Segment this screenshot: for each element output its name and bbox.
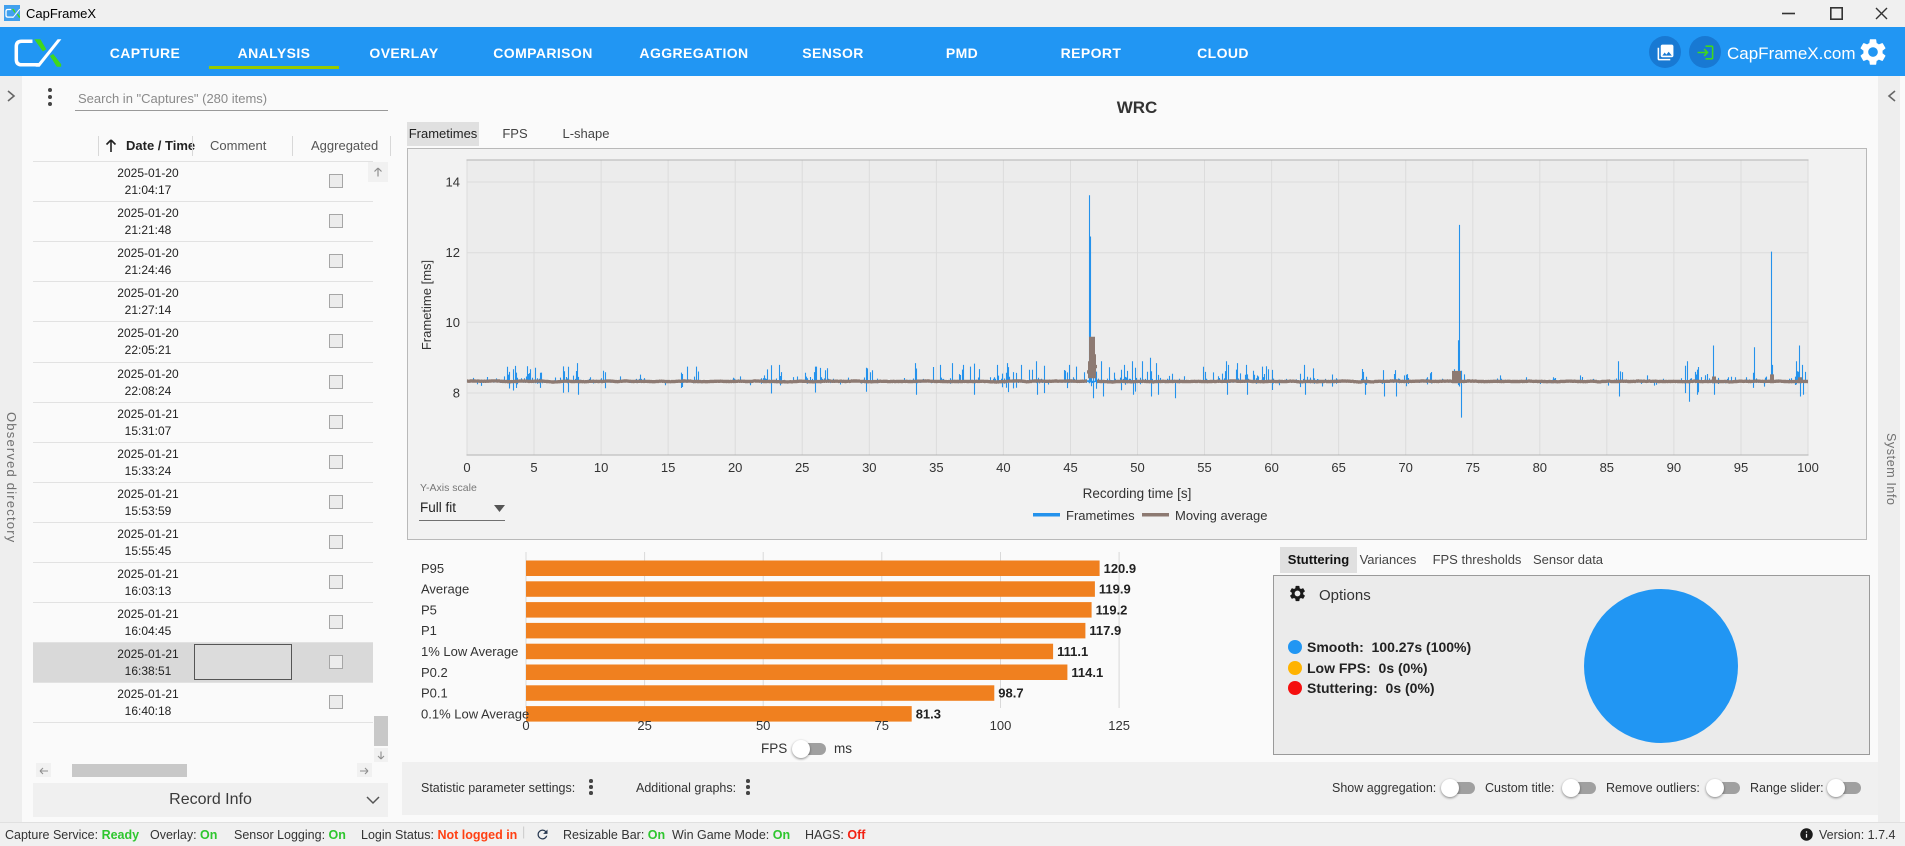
svg-text:12: 12 xyxy=(446,245,460,260)
svg-text:10: 10 xyxy=(446,315,460,330)
svg-text:P95: P95 xyxy=(421,561,444,576)
svg-text:0: 0 xyxy=(522,718,529,733)
svg-text:98.7: 98.7 xyxy=(998,686,1023,701)
svg-text:20: 20 xyxy=(728,460,742,475)
svg-text:25: 25 xyxy=(637,718,651,733)
svg-text:Moving average: Moving average xyxy=(1175,508,1268,523)
svg-text:35: 35 xyxy=(929,460,943,475)
svg-text:P0.1: P0.1 xyxy=(421,686,448,701)
svg-text:119.9: 119.9 xyxy=(1099,582,1131,597)
svg-text:81.3: 81.3 xyxy=(916,706,941,721)
svg-text:P0.2: P0.2 xyxy=(421,665,448,680)
svg-text:119.2: 119.2 xyxy=(1096,602,1128,617)
svg-text:25: 25 xyxy=(795,460,809,475)
svg-text:60: 60 xyxy=(1264,460,1278,475)
svg-text:Recording time [s]: Recording time [s] xyxy=(1083,486,1192,501)
svg-text:0.1% Low Average: 0.1% Low Average xyxy=(421,706,529,721)
svg-text:30: 30 xyxy=(862,460,876,475)
svg-text:111.1: 111.1 xyxy=(1057,644,1088,659)
svg-text:15: 15 xyxy=(661,460,675,475)
svg-text:Y-Axis scale: Y-Axis scale xyxy=(420,482,477,494)
svg-text:125: 125 xyxy=(1108,718,1130,733)
svg-text:100: 100 xyxy=(990,718,1012,733)
svg-text:0: 0 xyxy=(463,460,470,475)
svg-text:65: 65 xyxy=(1331,460,1345,475)
svg-text:8: 8 xyxy=(453,386,460,401)
svg-text:P1: P1 xyxy=(421,623,437,638)
svg-text:55: 55 xyxy=(1197,460,1211,475)
svg-text:Full fit: Full fit xyxy=(420,500,456,515)
svg-text:P5: P5 xyxy=(421,602,437,617)
svg-text:120.9: 120.9 xyxy=(1104,561,1137,576)
svg-text:5: 5 xyxy=(530,460,537,475)
svg-text:85: 85 xyxy=(1600,460,1614,475)
svg-text:14: 14 xyxy=(446,175,460,190)
svg-text:Frametime [ms]: Frametime [ms] xyxy=(419,260,434,350)
svg-text:114.1: 114.1 xyxy=(1071,665,1103,680)
svg-text:95: 95 xyxy=(1734,460,1748,475)
svg-text:40: 40 xyxy=(996,460,1010,475)
svg-text:75: 75 xyxy=(1466,460,1480,475)
svg-text:75: 75 xyxy=(875,718,889,733)
svg-text:100: 100 xyxy=(1797,460,1819,475)
svg-text:Average: Average xyxy=(421,582,469,597)
svg-text:50: 50 xyxy=(756,718,770,733)
svg-text:Frametimes: Frametimes xyxy=(1066,508,1135,523)
svg-text:50: 50 xyxy=(1130,460,1144,475)
svg-text:45: 45 xyxy=(1063,460,1077,475)
svg-text:117.9: 117.9 xyxy=(1089,623,1121,638)
svg-text:10: 10 xyxy=(594,460,608,475)
svg-text:70: 70 xyxy=(1398,460,1412,475)
svg-text:1% Low Average: 1% Low Average xyxy=(421,644,518,659)
svg-text:90: 90 xyxy=(1667,460,1681,475)
svg-text:80: 80 xyxy=(1533,460,1547,475)
